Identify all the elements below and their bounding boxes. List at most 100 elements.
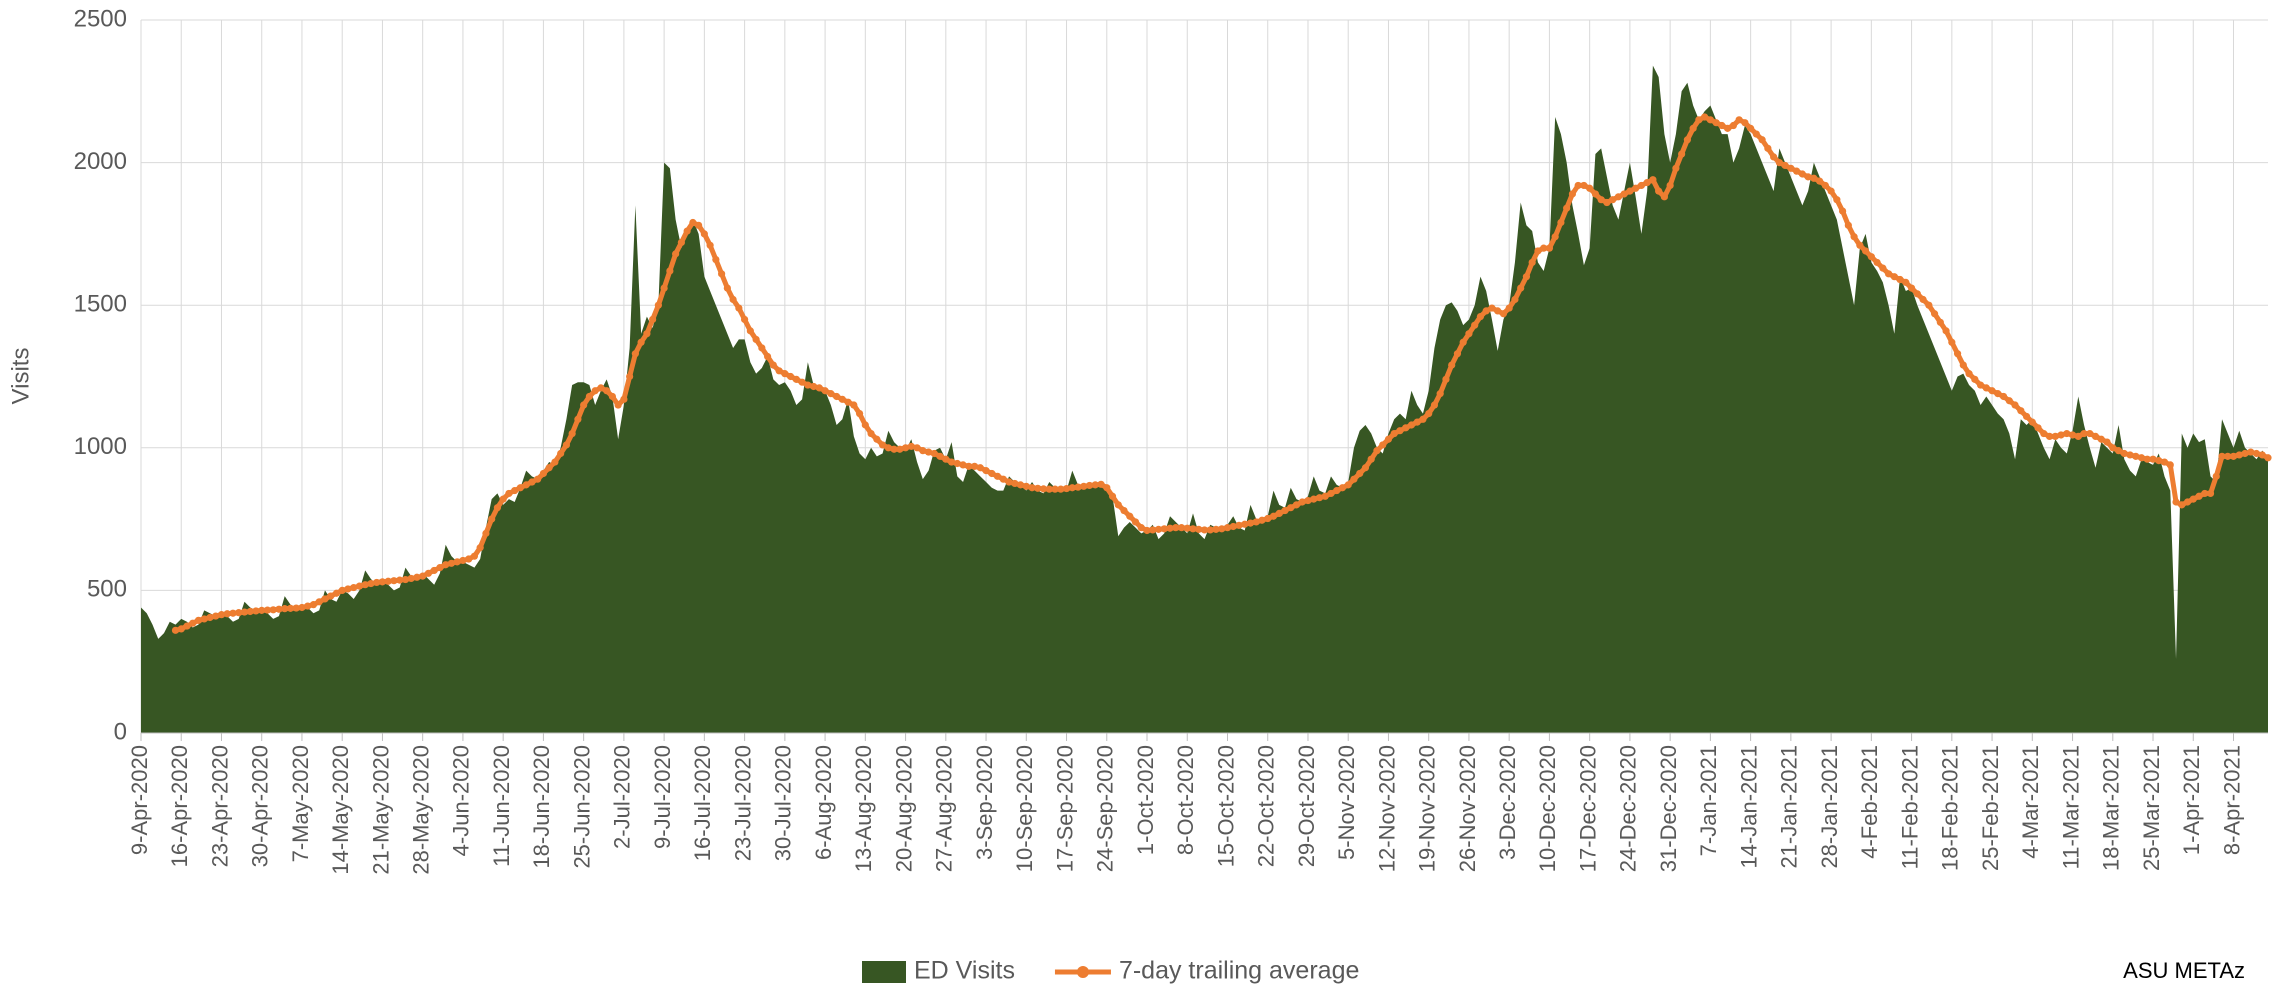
x-tick-label: 11-Feb-2021 — [1897, 745, 1922, 869]
point — [597, 384, 605, 392]
point — [516, 484, 525, 492]
point — [2229, 452, 2238, 460]
point — [999, 475, 1007, 483]
point — [194, 616, 203, 624]
x-tick-label: 10-Dec-2020 — [1535, 745, 1560, 872]
point — [292, 604, 300, 612]
point — [804, 381, 812, 389]
point — [1344, 481, 1352, 489]
point — [844, 398, 852, 406]
point — [775, 367, 783, 375]
point — [522, 481, 530, 489]
point — [1890, 273, 1898, 281]
point — [1166, 524, 1174, 532]
point — [229, 609, 237, 617]
point — [1356, 469, 1364, 478]
point — [1959, 361, 1967, 369]
point — [1425, 409, 1433, 418]
point — [1810, 174, 1818, 182]
point — [746, 327, 754, 335]
point — [666, 267, 674, 275]
point — [396, 576, 404, 584]
area — [141, 65, 2268, 733]
point — [1821, 181, 1829, 190]
point — [1005, 478, 1013, 486]
point — [993, 472, 1002, 480]
point — [1948, 338, 1956, 346]
x-tick-label: 8-Apr-2021 — [2219, 745, 2244, 855]
point — [1563, 204, 1571, 212]
point — [1718, 121, 1726, 130]
point — [2103, 438, 2111, 446]
point — [1793, 167, 1801, 175]
x-tick-label: 30-Apr-2020 — [248, 745, 273, 867]
point — [275, 605, 283, 613]
point — [1459, 338, 1467, 346]
point — [189, 619, 197, 627]
point — [1873, 258, 1881, 267]
point — [1120, 506, 1128, 515]
point — [758, 344, 766, 352]
point — [2011, 401, 2019, 409]
x-tick-label: 6-Aug-2020 — [811, 745, 836, 860]
x-tick-label: 14-Jan-2021 — [1736, 745, 1761, 869]
point — [1729, 121, 1737, 130]
point — [1011, 479, 1019, 488]
point — [976, 464, 984, 472]
x-tick-label: 2-Jul-2020 — [610, 745, 635, 849]
point — [223, 610, 231, 618]
x-tick-label: 22-Oct-2020 — [1254, 745, 1279, 867]
point — [809, 382, 818, 391]
point — [855, 409, 864, 418]
point — [315, 598, 323, 606]
point — [1028, 484, 1036, 492]
point — [1712, 119, 1720, 127]
point — [1097, 480, 1105, 488]
point — [286, 604, 295, 612]
point — [2206, 489, 2215, 498]
point — [505, 489, 513, 498]
point — [2109, 444, 2117, 452]
point — [1591, 190, 1600, 198]
point — [936, 452, 944, 460]
point — [1747, 124, 1755, 132]
point — [2126, 451, 2134, 459]
point — [344, 585, 352, 593]
point — [373, 578, 381, 587]
point — [2028, 418, 2036, 426]
point — [1637, 181, 1645, 190]
point — [2241, 449, 2249, 458]
point — [1649, 176, 1657, 184]
point — [1241, 520, 1249, 528]
point — [1396, 427, 1404, 435]
point — [171, 626, 180, 634]
point — [1672, 164, 1680, 172]
point — [896, 445, 904, 453]
point — [1976, 381, 1985, 389]
point — [551, 458, 559, 466]
point — [884, 444, 892, 452]
point — [1706, 116, 1714, 124]
point — [700, 230, 708, 238]
point — [1022, 482, 1030, 490]
point — [1884, 270, 1893, 278]
point — [1373, 447, 1381, 455]
point — [1603, 198, 1611, 207]
point — [1913, 290, 1921, 298]
point — [1856, 241, 1864, 249]
point — [1982, 384, 1990, 392]
x-tick-label: 17-Sep-2020 — [1052, 745, 1077, 872]
point — [2149, 455, 2157, 463]
point — [459, 556, 467, 565]
point — [821, 387, 829, 395]
point — [1557, 218, 1565, 227]
point — [1925, 301, 1933, 309]
point — [1039, 485, 1048, 493]
point — [1223, 524, 1232, 532]
point — [718, 270, 726, 278]
point — [1907, 284, 1916, 292]
point — [620, 395, 628, 403]
point — [212, 612, 220, 620]
point — [1246, 519, 1255, 527]
point — [2264, 454, 2272, 462]
